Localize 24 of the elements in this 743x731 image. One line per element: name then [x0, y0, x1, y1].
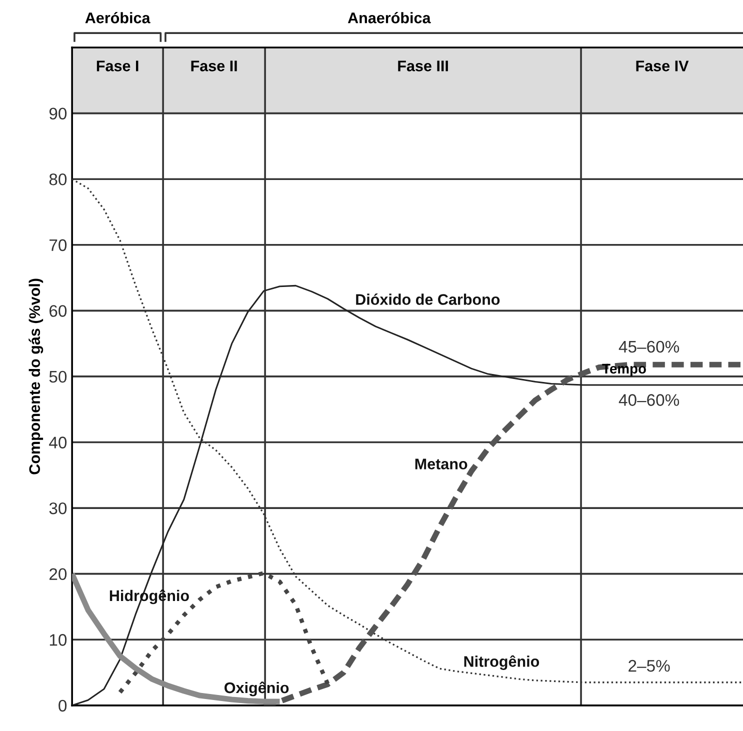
x-axis-title: Tempo [602, 364, 646, 376]
y-tick-label: 60 [50, 305, 67, 317]
series-label: Nitrogênio [464, 655, 540, 670]
annotation: 2–5% [628, 660, 670, 672]
y-tick-label: 0 [58, 700, 67, 712]
text: Aeróbica [85, 12, 150, 24]
y-tick-label: 70 [50, 239, 67, 252]
series-label: Metano [415, 458, 468, 470]
y-tick-label: 90 [49, 108, 67, 120]
annotation: Fase III [398, 60, 448, 72]
annotation: 40–60% [618, 394, 680, 406]
y-axis-title: Componente do gás (%vol) [28, 278, 44, 474]
y-tick-label: 50 [49, 370, 67, 383]
annotation: Fase IV [636, 60, 689, 72]
text: Anaeróbica [348, 12, 431, 24]
y-tick-label: 20 [50, 568, 67, 580]
annotation: Fase I [96, 60, 138, 72]
annotation: Fase II [191, 60, 237, 72]
y-tick-label: 80 [49, 173, 67, 186]
series-label: Dióxido de Carbono [356, 294, 500, 305]
annotation: 45–60% [618, 340, 680, 353]
y-tick-label: 10 [50, 634, 67, 646]
y-tick-label: 30 [49, 502, 67, 514]
y-tick-label: 40 [49, 436, 67, 448]
